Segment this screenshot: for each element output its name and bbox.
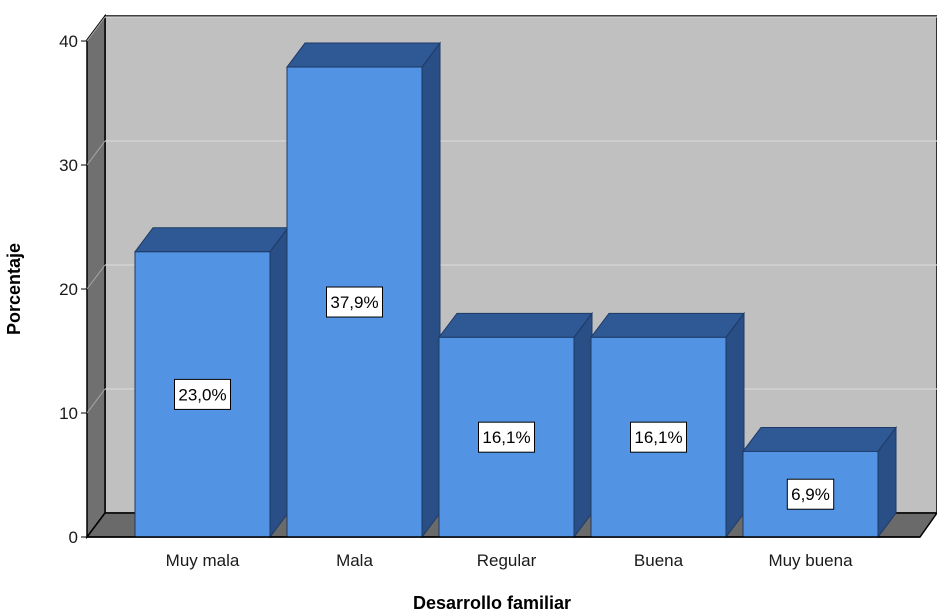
bar-side — [421, 41, 441, 539]
data-label-text: 37,9% — [330, 293, 378, 312]
bar-top — [590, 312, 745, 338]
data-label-text: 16,1% — [482, 428, 530, 447]
bar-top — [134, 227, 289, 253]
gridline-side — [86, 388, 106, 414]
x-tick-label: Mala — [336, 551, 373, 570]
x-axis-title: Desarrollo familiar — [413, 593, 571, 613]
data-label: 16,1% — [478, 421, 535, 453]
data-label-text: 6,9% — [791, 485, 830, 504]
gridline-side — [86, 16, 106, 42]
bar-side — [725, 311, 745, 539]
data-label-text: 23,0% — [178, 385, 226, 404]
x-tick-label: Regular — [477, 551, 537, 570]
x-tick-label: Buena — [634, 551, 684, 570]
y-tick-label: 0 — [69, 528, 78, 547]
y-axis: 0 10 20 30 40 — [59, 32, 87, 547]
bar-top — [286, 42, 441, 68]
data-label: 6,9% — [786, 478, 835, 510]
bar-front — [742, 450, 879, 538]
y-tick-label: 20 — [59, 280, 78, 299]
data-label: 37,9% — [326, 286, 383, 318]
bar-side — [269, 226, 289, 539]
bar-top — [438, 312, 593, 338]
data-label: 16,1% — [630, 421, 687, 453]
gridlines — [86, 16, 937, 414]
x-axis: Muy mala Mala Regular Buena Muy buena — [87, 536, 920, 570]
y-tick-label: 30 — [59, 156, 78, 175]
x-tick-label: Muy mala — [166, 551, 240, 570]
data-label-box — [478, 421, 535, 453]
bar-top — [742, 426, 897, 452]
gridline-side — [86, 140, 106, 166]
data-label: 23,0% — [174, 378, 231, 410]
data-label-box — [786, 478, 835, 510]
data-label-box — [174, 378, 231, 410]
y-tick-label: 40 — [59, 32, 78, 51]
data-label-box — [630, 421, 687, 453]
bar-5 — [742, 425, 897, 539]
gridline-side — [86, 264, 106, 290]
x-tick-label: Muy buena — [768, 551, 853, 570]
data-labels: 23,0% 37,9% 16,1% 16,1% 6,9% — [174, 286, 835, 510]
y-axis-title: Porcentaje — [4, 243, 24, 335]
data-label-box — [326, 286, 383, 318]
data-label-text: 16,1% — [634, 428, 682, 447]
y-tick-label: 10 — [59, 404, 78, 423]
bar-side — [573, 311, 593, 539]
